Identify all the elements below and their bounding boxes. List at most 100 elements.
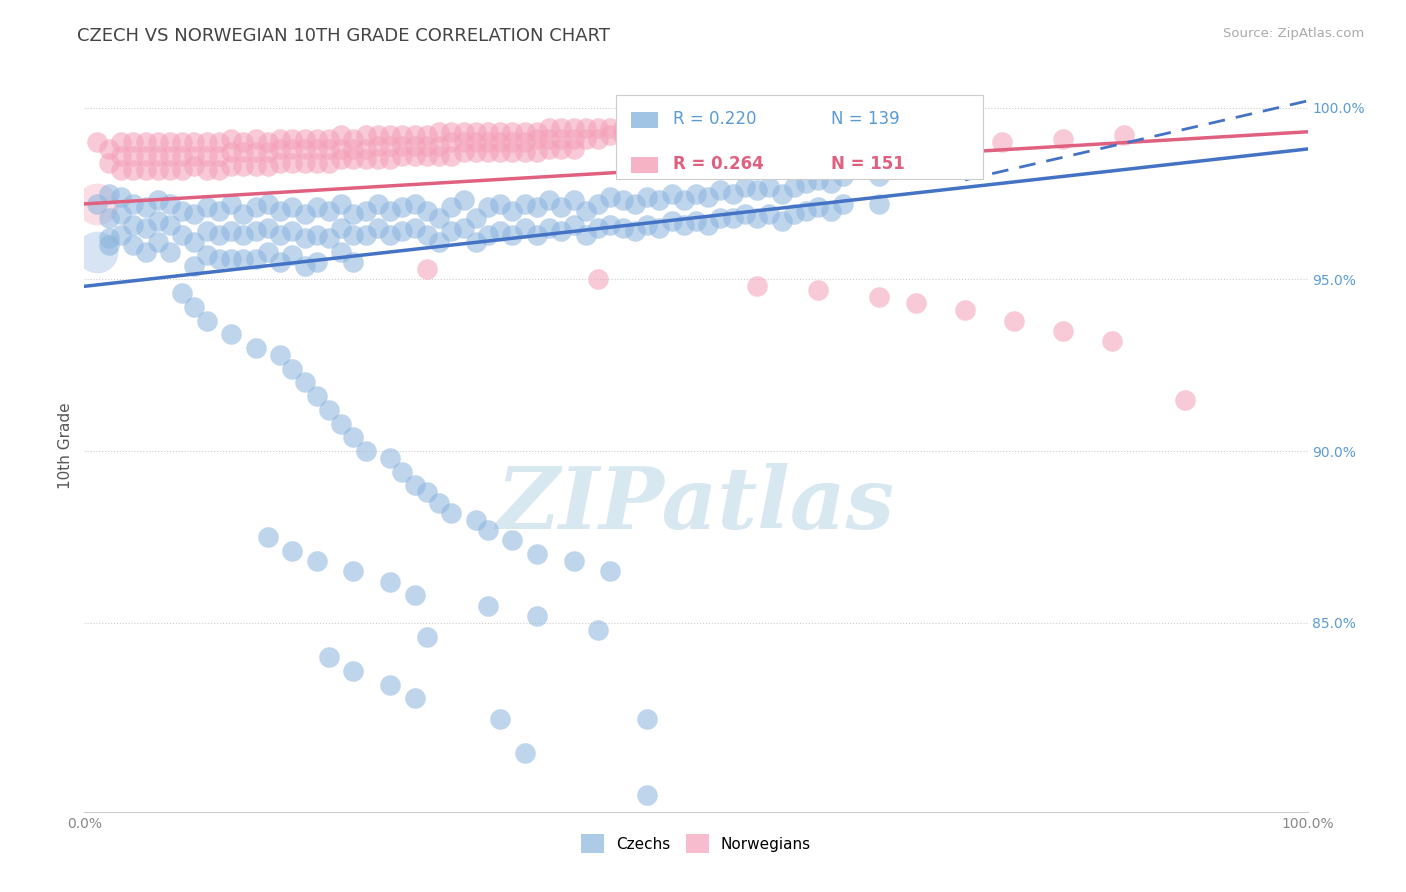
Point: [636, 218, 658, 232]
Point: [721, 125, 744, 139]
Point: [453, 145, 475, 160]
Point: [1114, 128, 1136, 143]
Point: [208, 203, 231, 218]
Point: [391, 224, 413, 238]
Point: [562, 554, 585, 568]
Point: [416, 485, 439, 500]
Point: [219, 197, 242, 211]
Point: [489, 712, 512, 726]
Point: [991, 135, 1014, 149]
Point: [305, 142, 328, 156]
Point: [526, 609, 548, 624]
Point: [440, 149, 463, 163]
Point: [648, 118, 671, 132]
Point: [550, 131, 572, 145]
Legend: Czechs, Norwegians: Czechs, Norwegians: [575, 828, 817, 859]
Point: [440, 506, 463, 520]
Point: [502, 145, 524, 160]
Point: [586, 121, 609, 136]
Point: [807, 200, 830, 214]
Point: [159, 135, 181, 149]
Point: [404, 588, 426, 602]
Point: [245, 252, 267, 266]
Point: [122, 218, 145, 232]
Point: [232, 207, 254, 221]
Point: [330, 197, 353, 211]
Point: [135, 149, 157, 163]
Text: Source: ZipAtlas.com: Source: ZipAtlas.com: [1223, 27, 1364, 40]
Y-axis label: 10th Grade: 10th Grade: [58, 402, 73, 490]
Point: [183, 149, 205, 163]
Point: [354, 227, 377, 242]
Point: [427, 125, 450, 139]
Point: [624, 197, 647, 211]
Point: [513, 125, 536, 139]
Point: [1002, 313, 1025, 327]
Point: [586, 131, 609, 145]
Point: [416, 149, 439, 163]
Point: [562, 218, 585, 232]
Point: [697, 190, 720, 204]
Point: [905, 296, 928, 310]
Point: [122, 197, 145, 211]
Point: [599, 190, 621, 204]
Point: [219, 224, 242, 238]
Point: [477, 135, 499, 149]
Point: [342, 430, 364, 444]
Point: [86, 244, 108, 259]
Point: [538, 194, 561, 208]
Point: [477, 227, 499, 242]
Point: [269, 255, 291, 269]
Point: [380, 128, 402, 143]
Text: N = 151: N = 151: [831, 155, 904, 173]
Point: [367, 221, 389, 235]
Point: [575, 121, 598, 136]
Point: [783, 121, 806, 136]
Point: [146, 214, 169, 228]
Point: [404, 221, 426, 235]
Point: [183, 235, 205, 249]
Point: [342, 255, 364, 269]
Point: [661, 118, 683, 132]
Point: [330, 153, 353, 167]
Point: [159, 244, 181, 259]
Point: [380, 153, 402, 167]
FancyBboxPatch shape: [631, 157, 658, 173]
Point: [416, 203, 439, 218]
Point: [477, 523, 499, 537]
Point: [391, 128, 413, 143]
Point: [367, 128, 389, 143]
Point: [758, 114, 780, 128]
Point: [232, 227, 254, 242]
Point: [550, 200, 572, 214]
Point: [219, 145, 242, 160]
Point: [294, 207, 316, 221]
Point: [195, 224, 218, 238]
Point: [305, 255, 328, 269]
Point: [747, 125, 769, 139]
Point: [489, 135, 512, 149]
Point: [734, 207, 756, 221]
Point: [661, 128, 683, 143]
Point: [146, 162, 169, 177]
Point: [159, 197, 181, 211]
Point: [281, 200, 304, 214]
Point: [685, 118, 707, 132]
Point: [269, 348, 291, 362]
Point: [380, 678, 402, 692]
Point: [612, 121, 634, 136]
Point: [599, 565, 621, 579]
Point: [526, 125, 548, 139]
Point: [820, 176, 842, 190]
Point: [110, 149, 132, 163]
Point: [477, 200, 499, 214]
Point: [404, 197, 426, 211]
Point: [122, 135, 145, 149]
Point: [208, 162, 231, 177]
Point: [453, 194, 475, 208]
Point: [550, 142, 572, 156]
Point: [219, 159, 242, 173]
Point: [330, 128, 353, 143]
Point: [427, 149, 450, 163]
Point: [195, 149, 218, 163]
